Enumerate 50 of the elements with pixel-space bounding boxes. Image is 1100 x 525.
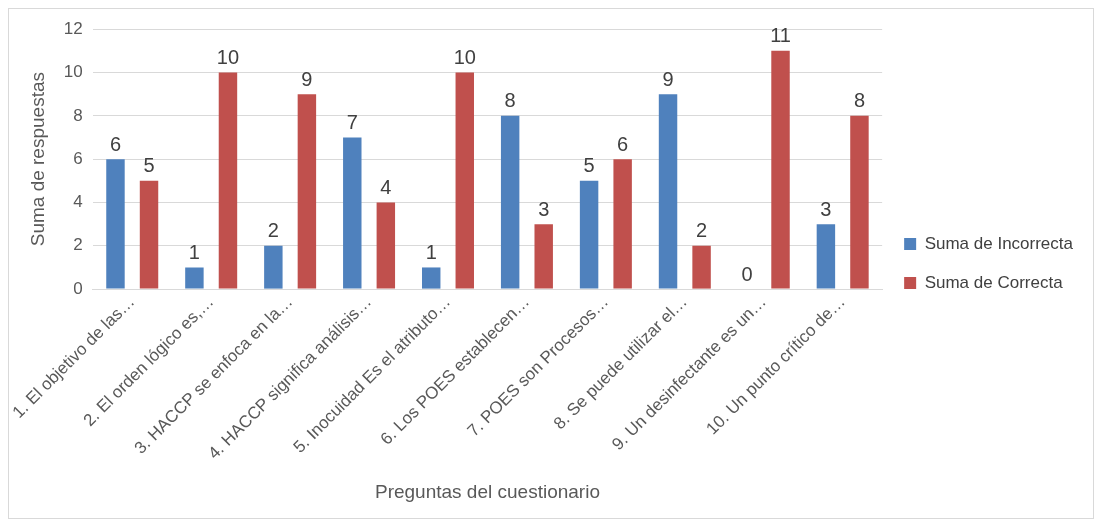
data-label: 1 bbox=[425, 240, 437, 263]
bar bbox=[658, 94, 678, 289]
data-label: 4 bbox=[380, 175, 392, 198]
data-label: 10 bbox=[453, 46, 476, 69]
data-label: 11 bbox=[770, 24, 791, 47]
data-label: 7 bbox=[346, 111, 358, 134]
y-tick-label: 8 bbox=[73, 105, 83, 125]
data-label: 3 bbox=[820, 197, 832, 220]
bar bbox=[816, 224, 836, 289]
y-tick-label: 10 bbox=[63, 62, 83, 82]
data-label: 6 bbox=[109, 132, 122, 155]
bar bbox=[771, 50, 790, 289]
bar bbox=[376, 202, 396, 289]
bar bbox=[850, 115, 869, 289]
y-tick-label: 2 bbox=[73, 235, 83, 255]
bar bbox=[579, 180, 599, 289]
legend-label: Suma de Correcta bbox=[924, 272, 1064, 292]
bar bbox=[264, 245, 283, 289]
x-axis-title: Preguntas del cuestionario bbox=[374, 480, 600, 502]
bar bbox=[343, 137, 362, 289]
data-label: 5 bbox=[583, 154, 595, 177]
data-label: 2 bbox=[696, 219, 708, 242]
y-tick-label: 12 bbox=[63, 18, 83, 38]
bar bbox=[613, 159, 632, 289]
data-label: 10 bbox=[216, 46, 240, 69]
data-label: 8 bbox=[504, 89, 516, 112]
bar bbox=[297, 94, 317, 289]
y-tick-label: 6 bbox=[73, 148, 83, 168]
bar bbox=[692, 245, 711, 289]
data-label: 5 bbox=[143, 154, 155, 177]
data-label: 0 bbox=[741, 262, 753, 285]
bar bbox=[455, 72, 474, 289]
bar bbox=[139, 180, 159, 289]
y-tick-label: 0 bbox=[73, 278, 83, 298]
data-label: 9 bbox=[662, 67, 674, 90]
data-label: 2 bbox=[267, 219, 279, 242]
bar bbox=[534, 224, 553, 289]
bar bbox=[500, 115, 520, 289]
data-label: 1 bbox=[188, 240, 200, 263]
bar bbox=[185, 267, 204, 289]
y-tick-label: 4 bbox=[73, 192, 83, 212]
data-label: 6 bbox=[617, 132, 629, 155]
data-label: 9 bbox=[301, 67, 313, 90]
bar bbox=[218, 72, 238, 289]
bar bbox=[106, 159, 125, 289]
y-axis-title: Suma de respuestas bbox=[26, 72, 48, 247]
data-label: 3 bbox=[538, 197, 550, 220]
legend-label: Suma de Incorrecta bbox=[924, 233, 1074, 253]
bar bbox=[422, 267, 441, 289]
data-label: 8 bbox=[853, 89, 866, 112]
